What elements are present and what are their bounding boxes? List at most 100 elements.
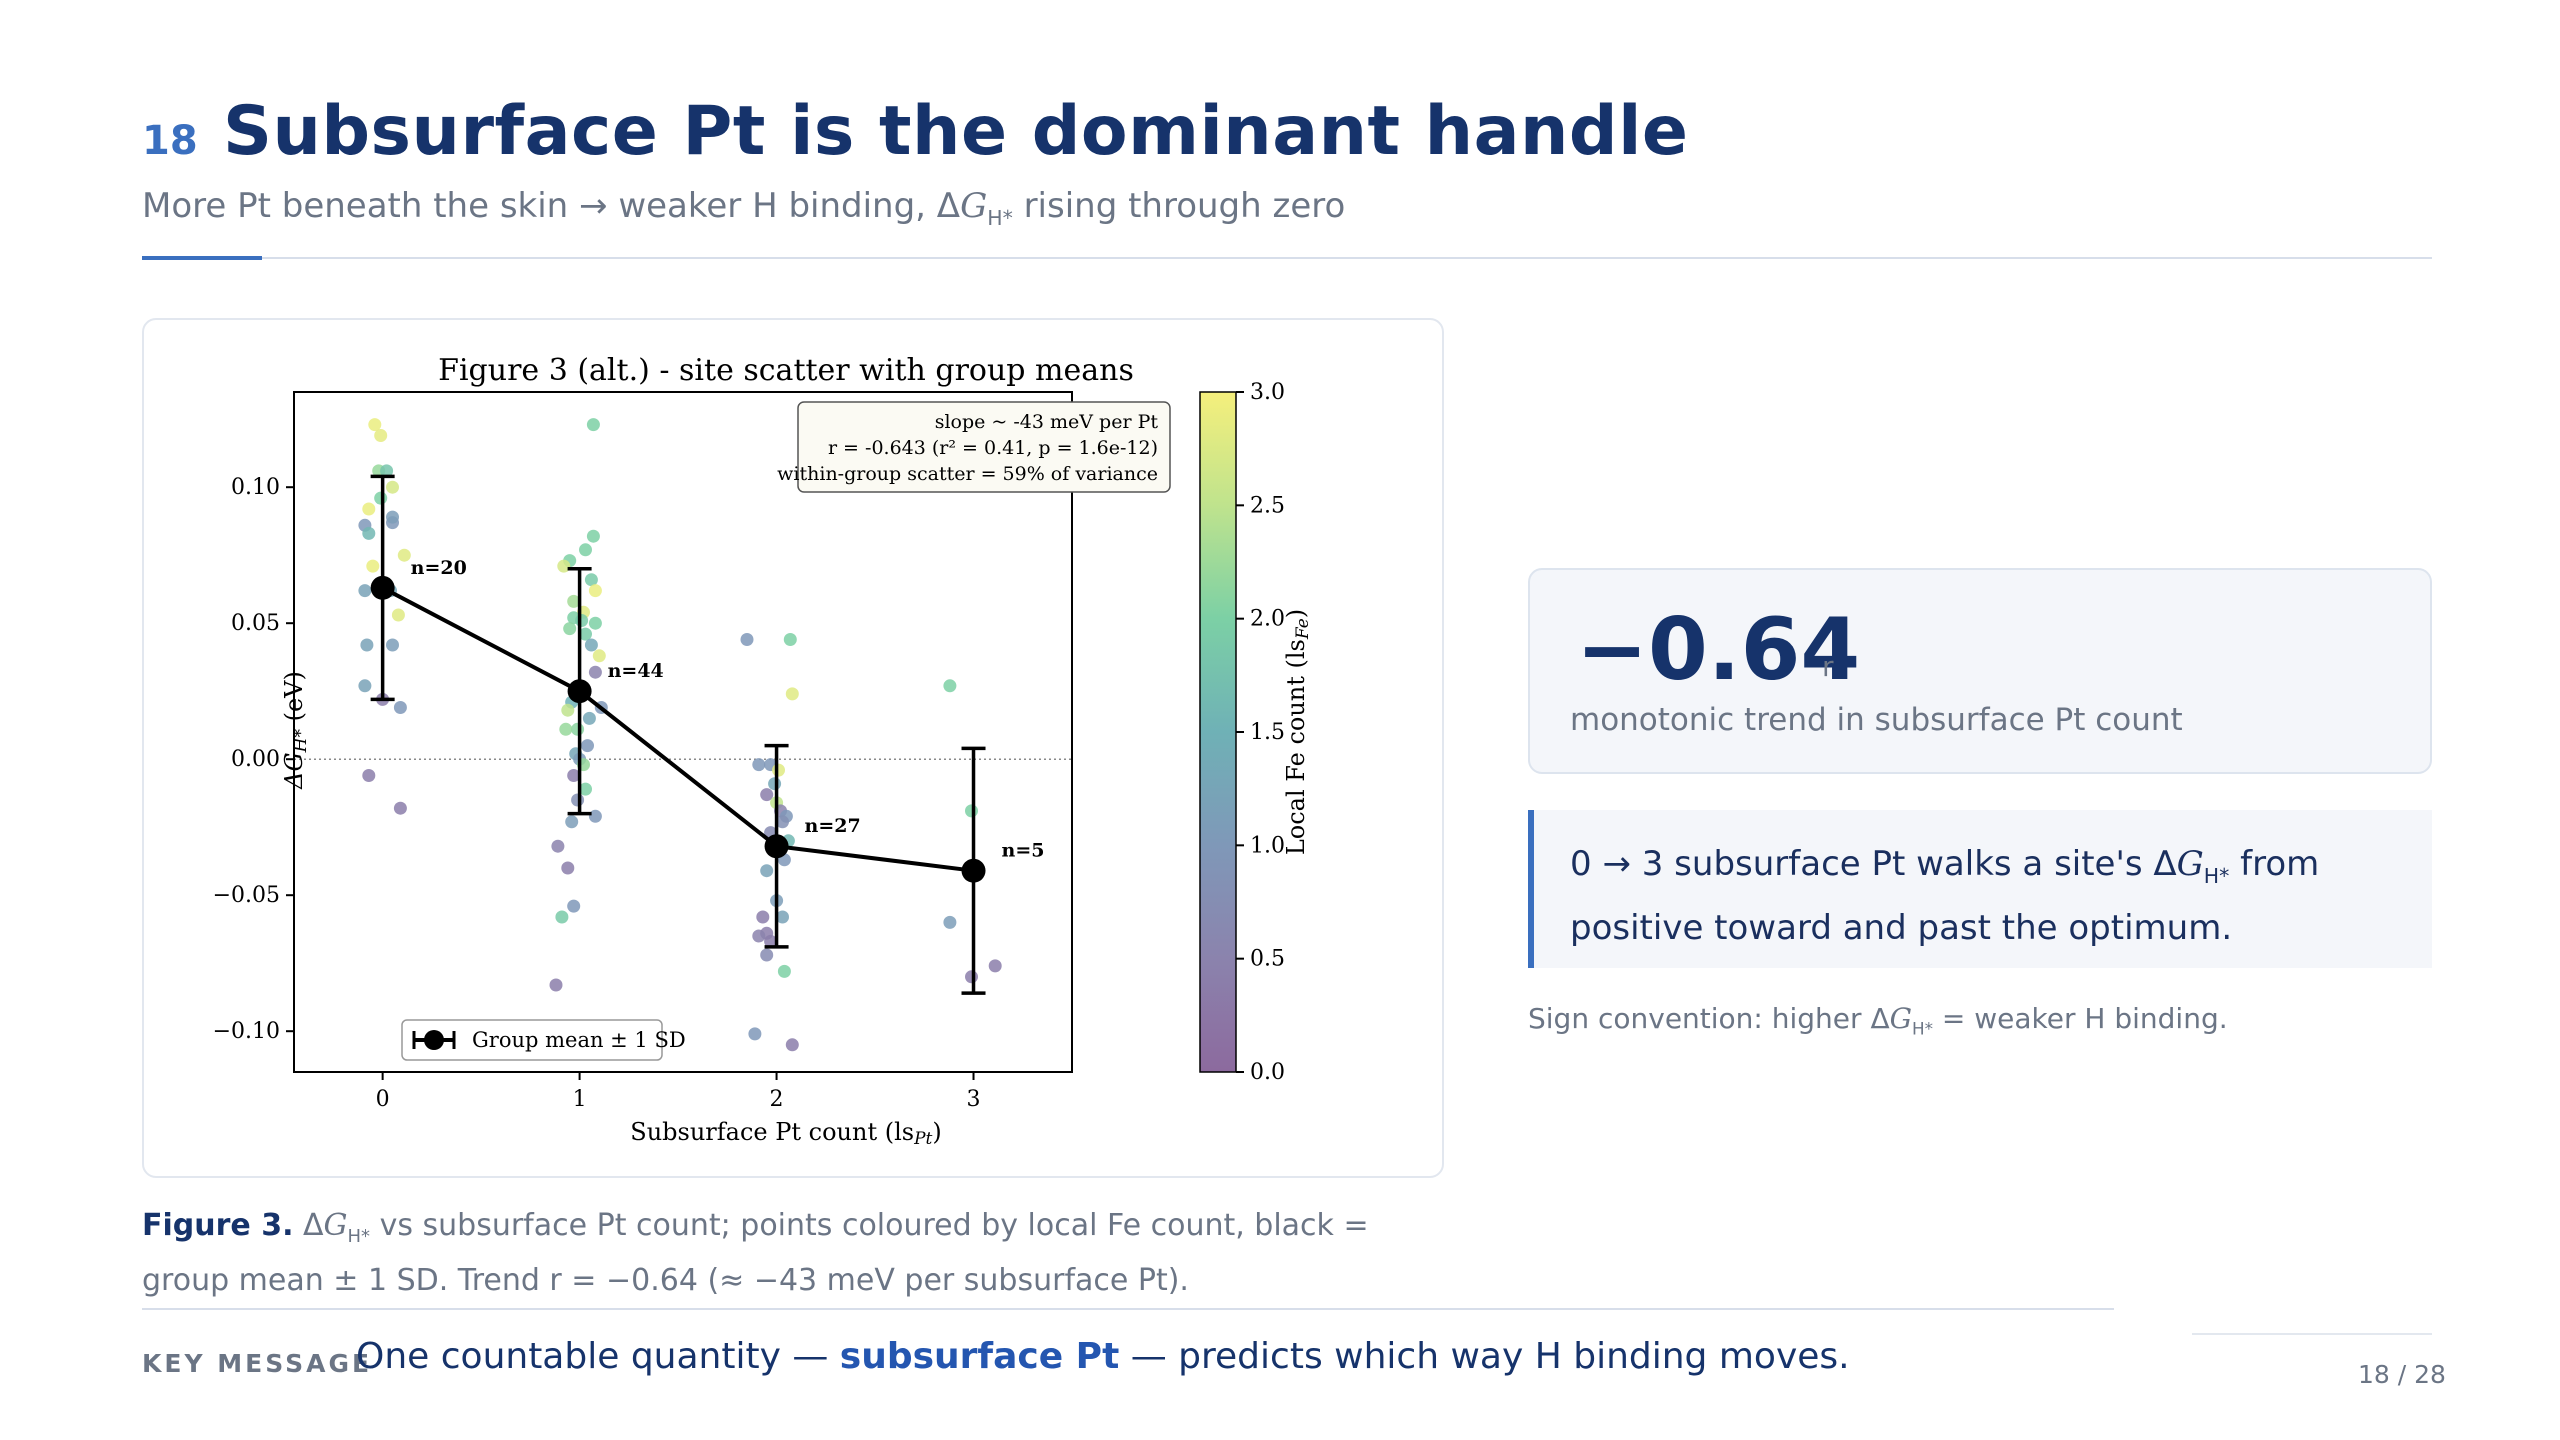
scatter-point [386, 510, 399, 524]
callout-sub: H* [2203, 863, 2230, 888]
scatter-point [563, 622, 577, 636]
stats-annotation: slope ~ -43 meV per Pt r = -0.643 (r² = … [777, 401, 1171, 493]
scatter-point [571, 793, 585, 807]
group-mean-marker [567, 679, 592, 704]
scatter-point [579, 543, 592, 557]
sign-convention-note: Sign convention: higher ΔGH* = weaker H … [1528, 1002, 2228, 1039]
callout-g: G [2176, 844, 2204, 884]
subtitle-post: rising through zero [1012, 186, 1346, 226]
page-number: 18 / 28 [2358, 1360, 2446, 1389]
scatter-point [397, 548, 411, 562]
scatter-point [567, 769, 581, 782]
caption-post: vs subsurface Pt count; points coloured … [142, 1208, 1369, 1298]
caption-sub: H* [347, 1226, 371, 1247]
annotation-line-2: r = -0.643 (r² = 0.41, p = 1.6e-12) [828, 437, 1158, 459]
key-msg-bold: subsurface Pt [839, 1336, 1120, 1377]
colorbar-label-main: Local Fe count (ls [1282, 639, 1310, 855]
scatter-point [740, 633, 754, 646]
colorbar-tick-label: 0.5 [1250, 947, 1285, 972]
scatter-point [760, 788, 774, 802]
scatter-point [582, 711, 596, 725]
scatter-point [776, 910, 789, 924]
y-tick-label: −0.10 [213, 1019, 280, 1044]
group-n-label: n=27 [805, 815, 861, 837]
legend-label: Group mean ± 1 SD [472, 1028, 686, 1052]
group-n-label: n=20 [411, 557, 467, 579]
page-subtitle: More Pt beneath the skin → weaker H bind… [142, 186, 1345, 230]
scatter-point [374, 429, 388, 442]
key-message-label: KEY MESSAGE [142, 1349, 373, 1378]
scatter-point [549, 978, 563, 992]
scatter-point [380, 464, 394, 478]
colorbar-tick-label: 1.5 [1250, 720, 1285, 745]
x-tick-label: 0 [376, 1087, 390, 1112]
annotation-box [797, 401, 1171, 493]
scatter-point [584, 573, 598, 587]
scatter-point [768, 777, 782, 791]
colorbar-tick-label: 3.0 [1250, 380, 1285, 405]
colorbar-tick-label: 1.0 [1250, 833, 1285, 858]
callout-post: from positive toward and past the optimu… [1570, 844, 2320, 948]
scatter-point [551, 839, 565, 853]
scatter-point [588, 584, 602, 598]
scatter-point [393, 701, 407, 714]
stat-card [1528, 568, 2432, 774]
colorbar-tick-label: 0.0 [1250, 1060, 1285, 1085]
scatter-point [777, 964, 791, 978]
mean-trend-line [381, 586, 974, 873]
scatter-point [764, 934, 778, 948]
y-label-main: ΔG [280, 752, 308, 790]
scatter-point [571, 722, 585, 736]
annotation-line-3: within-group scatter = 59% of variance [777, 463, 1158, 485]
scatter-point [752, 758, 766, 772]
y-axis-ticks: −0.10 −0.05 0.00 0.05 0.10 [213, 475, 294, 1044]
scatter-point [943, 915, 957, 929]
colorbar-label-end: ) [1282, 609, 1310, 618]
colorbar-label: Local Fe count (lsFe) [1282, 609, 1313, 855]
note-sub: H* [1911, 1018, 1933, 1039]
stat-label: monotonic trend in subsurface Pt count [1570, 702, 2183, 738]
page-title: Subsurface Pt is the dominant handle [223, 92, 1689, 171]
chart-title: Figure 3 (alt.) - site scatter with grou… [438, 353, 1134, 388]
chart-legend: Group mean ± 1 SD [401, 1019, 686, 1061]
x-axis-label: Subsurface Pt count (lsPt) [630, 1118, 941, 1149]
scatter-chart: Figure 3 (alt.) - site scatter with grou… [213, 353, 1313, 1149]
scatter-point [567, 899, 581, 913]
scatter-point [785, 687, 799, 701]
callout-pre: 0 → 3 subsurface Pt walks a site's Δ [1570, 844, 2177, 884]
scatter-point [393, 801, 407, 815]
scatter-points [358, 418, 1002, 1052]
scatter-point [776, 815, 789, 829]
x-tick-label: 1 [573, 1087, 587, 1112]
caption-pre: Δ [293, 1208, 324, 1243]
scatter-point [358, 679, 372, 693]
figure-caption: Figure 3. ΔGH* vs subsurface Pt count; p… [142, 1204, 1442, 1303]
scatter-point [391, 608, 405, 622]
scatter-point [965, 970, 978, 984]
key-msg-post: — predicts which way H binding moves. [1119, 1336, 1850, 1377]
figure-card: Figure 3 (alt.) - site scatter with grou… [142, 318, 1444, 1178]
group-mean-marker [961, 858, 986, 883]
scatter-point [362, 502, 376, 516]
scatter-point [588, 616, 602, 630]
colorbar [1199, 391, 1237, 1073]
scatter-point [579, 782, 592, 796]
subtitle-sub: H* [987, 205, 1013, 230]
x-tick-label: 3 [967, 1087, 981, 1112]
scatter-point [756, 910, 770, 924]
scatter-point [366, 559, 380, 573]
scatter-point [358, 584, 372, 598]
callout-box [1528, 810, 2432, 968]
scatter-point [565, 815, 579, 829]
scatter-point [752, 929, 766, 943]
scatter-point [559, 722, 573, 736]
scatter-point [561, 703, 575, 717]
scatter-point [586, 418, 600, 432]
scatter-point [988, 959, 1002, 973]
colorbar-tick-label: 2.0 [1250, 607, 1285, 632]
plot-frame [293, 391, 1073, 1073]
scatter-point [555, 910, 569, 924]
y-label-end: (eV) [280, 671, 308, 729]
subtitle-g: G [960, 186, 988, 226]
callout-text: 0 → 3 subsurface Pt walks a site's ΔGH* … [1570, 838, 2390, 954]
